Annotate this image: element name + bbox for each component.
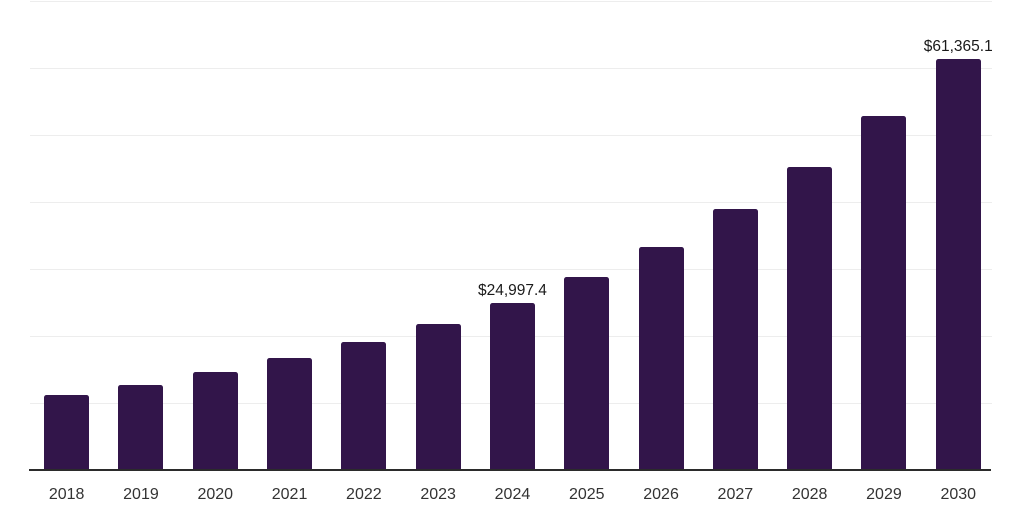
value-label-2030: $61,365.1	[923, 37, 993, 55]
bar-2028	[787, 167, 833, 470]
x-tick-2025: 2025	[568, 486, 605, 503]
bar-2021	[267, 358, 313, 470]
gridline-40000	[30, 202, 992, 203]
bar-2018	[44, 394, 90, 470]
bar-2019	[118, 384, 164, 470]
bar-2025	[564, 277, 610, 470]
bar-2024	[489, 302, 535, 470]
x-axis-line	[29, 469, 991, 471]
gridline-30000	[30, 269, 992, 270]
gridline-60000	[30, 68, 992, 69]
bar-2026	[638, 246, 684, 470]
x-tick-2028: 2028	[791, 486, 828, 503]
bar-2027	[712, 208, 758, 470]
gridline-50000	[30, 135, 992, 136]
x-tick-2027: 2027	[717, 486, 754, 503]
bar-2020	[192, 372, 238, 470]
gridline-70000	[30, 1, 992, 2]
x-tick-2018: 2018	[48, 486, 85, 503]
x-tick-2019: 2019	[123, 486, 159, 503]
x-tick-2020: 2020	[197, 486, 234, 503]
x-tick-2030: 2030	[940, 486, 977, 503]
x-tick-2026: 2026	[643, 486, 679, 503]
x-tick-2024: 2024	[494, 486, 531, 503]
x-tick-2023: 2023	[420, 486, 456, 503]
x-tick-2022: 2022	[346, 486, 382, 503]
x-tick-2021: 2021	[271, 486, 308, 503]
x-tick-2029: 2029	[866, 486, 902, 503]
bar-2029	[861, 115, 907, 470]
bar-2023	[415, 323, 461, 470]
bar-2022	[341, 342, 387, 470]
value-label-2024: $24,997.4	[477, 281, 547, 299]
bar-2030	[935, 58, 981, 470]
